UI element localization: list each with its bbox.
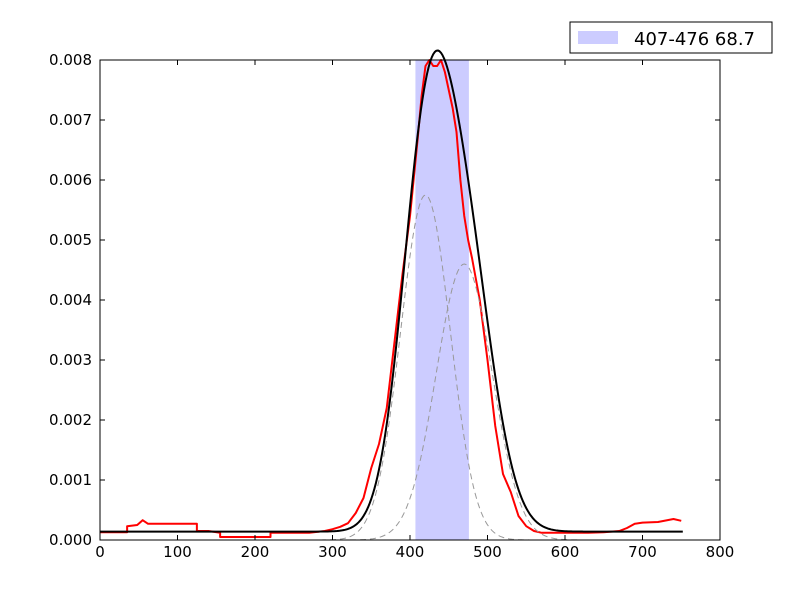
legend-label: 407-476 68.7 [634,29,755,50]
y-axis-ticks: 0.000 0.001 0.002 0.003 0.004 0.005 0.006 0.007… [49,51,720,549]
legend: 407-476 68.7 [569,21,773,54]
highlight-span [415,60,469,540]
fit-total-line [100,49,683,533]
x-tick-label: 0 [95,543,105,561]
span-layer [415,60,469,540]
x-tick-label: 800 [706,543,735,561]
y-tick-label: 0.000 [49,531,92,549]
y-tick-label: 0.008 [49,51,92,69]
legend-swatch [578,31,618,44]
x-tick-label: 100 [163,543,192,561]
x-tick-label: 400 [396,543,425,561]
y-tick-label: 0.005 [49,231,92,249]
x-tick-label: 700 [628,543,657,561]
y-tick-label: 0.004 [49,291,92,309]
y-tick-label: 0.007 [49,111,92,129]
x-tick-label: 300 [318,543,347,561]
y-tick-label: 0.003 [49,351,92,369]
x-tick-label: 200 [241,543,270,561]
fit-component-line-2 [100,194,683,541]
x-axis-ticks: 0 100 200 300 400 500 600 700 800 [95,60,734,561]
x-tick-label: 500 [473,543,502,561]
y-tick-label: 0.006 [49,171,92,189]
x-tick-label: 600 [551,543,580,561]
y-tick-label: 0.001 [49,471,92,489]
y-tick-label: 0.002 [49,411,92,429]
